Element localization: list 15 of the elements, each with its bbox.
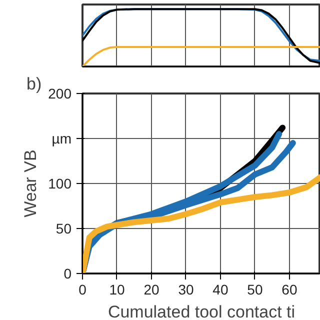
y-tick-label: µm xyxy=(52,130,72,146)
x-tick-label: 50 xyxy=(247,282,263,298)
text: b) xyxy=(26,74,42,94)
x-tick-label: 10 xyxy=(109,282,125,298)
x-tick-label: 30 xyxy=(178,282,194,298)
x-tick-label: 0 xyxy=(78,282,87,298)
x-tick-label: 40 xyxy=(212,282,228,298)
y-tick-label: 50 xyxy=(56,220,72,236)
x-axis-title: Cumulated tool contact ti xyxy=(108,302,296,320)
x-tick-label: 20 xyxy=(144,282,160,298)
y-tick-label: 100 xyxy=(48,176,72,192)
x-tick-label: 60 xyxy=(282,282,298,298)
y-tick-label: 0 xyxy=(64,266,72,282)
y-axis-title: Wear VB xyxy=(21,150,40,218)
y-tick-label: 200 xyxy=(48,86,72,102)
